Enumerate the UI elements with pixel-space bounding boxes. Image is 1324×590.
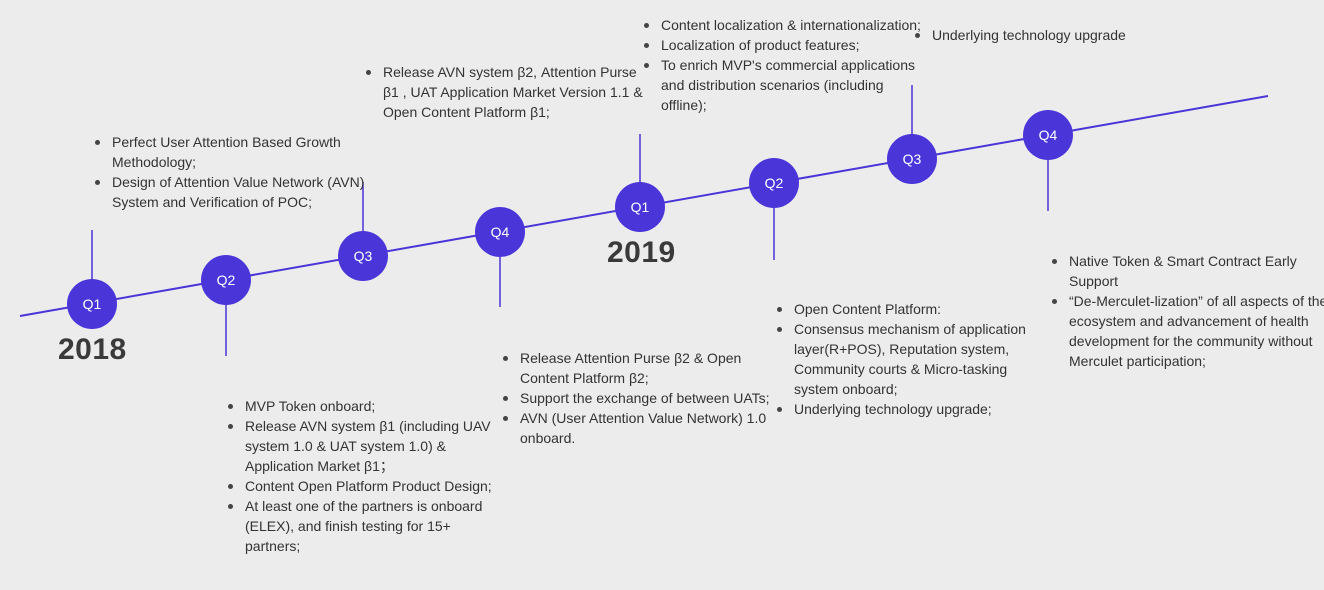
milestone-item: Native Token & Smart Contract Early Supp…	[1052, 251, 1324, 291]
milestones-2018-q3: Release AVN system β2, Attention Purse β…	[357, 62, 648, 122]
milestone-item: Design of Attention Value Network (AVN) …	[95, 172, 382, 212]
milestone-item: Release AVN system β1 (including UAV sys…	[228, 416, 500, 476]
year-label-2019: 2019	[607, 236, 676, 269]
milestone-item: Content localization & internationalizat…	[644, 15, 931, 35]
quarter-circle-2018-q3	[338, 231, 388, 281]
milestone-item: Perfect User Attention Based Growth Meth…	[95, 132, 382, 172]
quarter-nodes	[67, 110, 1073, 329]
milestone-item: “De-Merculet-lization” of all aspects of…	[1052, 291, 1324, 371]
milestone-item: Release AVN system β2, Attention Purse β…	[366, 62, 648, 122]
milestone-item: MVP Token onboard;	[228, 396, 500, 416]
milestones-2018-q4: Release Attention Purse β2 & Open Conten…	[494, 348, 775, 448]
year-label-2018: 2018	[58, 333, 127, 366]
milestone-item: Underlying technology upgrade	[915, 25, 1192, 45]
connector-lines	[91, 85, 1049, 356]
quarter-node-2018-q2: Q2	[216, 272, 236, 288]
milestone-item: Underlying technology upgrade;	[777, 399, 1044, 419]
milestone-item: At least one of the partners is onboard …	[228, 496, 500, 556]
milestone-item: Release Attention Purse β2 & Open Conten…	[503, 348, 775, 388]
milestone-item: Consensus mechanism of application layer…	[777, 319, 1044, 399]
quarter-circle-2019-q2	[749, 158, 799, 208]
milestone-item: Localization of product features;	[644, 35, 931, 55]
quarter-node-2019-q2: Q2	[764, 175, 784, 191]
quarter-circle-2019-q3	[887, 134, 937, 184]
milestone-item: To enrich MVP's commercial applications …	[644, 55, 931, 115]
milestones-2019-q1: Content localization & internationalizat…	[635, 15, 931, 115]
quarter-circle-2018-q1	[67, 279, 117, 329]
quarter-node-2019-q3: Q3	[902, 151, 922, 167]
quarter-circle-2018-q2	[201, 255, 251, 305]
milestones-2018-q2: MVP Token onboard; Release AVN system β1…	[219, 396, 500, 556]
quarter-node-2019-q1: Q1	[630, 199, 650, 215]
milestone-item: AVN (User Attention Value Network) 1.0 o…	[503, 408, 775, 448]
milestones-2019-q2: Open Content Platform: Consensus mechani…	[768, 299, 1044, 419]
milestone-item: Content Open Platform Product Design;	[228, 476, 500, 496]
milestone-item: Open Content Platform:	[777, 299, 1044, 319]
quarter-circle-2019-q4	[1023, 110, 1073, 160]
milestones-2019-q4: Native Token & Smart Contract Early Supp…	[1043, 251, 1324, 371]
quarter-circle-2019-q1	[615, 182, 665, 232]
milestone-item: Support the exchange of between UATs;	[503, 388, 775, 408]
quarter-node-2018-q3: Q3	[353, 248, 373, 264]
milestones-2019-q3: Underlying technology upgrade	[906, 25, 1192, 45]
quarter-node-2018-q1: Q1	[82, 296, 102, 312]
quarter-node-2019-q4: Q4	[1038, 127, 1058, 143]
quarter-node-2018-q4: Q4	[490, 224, 510, 240]
quarter-circle-2018-q4	[475, 207, 525, 257]
milestones-2018-q1: Perfect User Attention Based Growth Meth…	[86, 132, 382, 212]
